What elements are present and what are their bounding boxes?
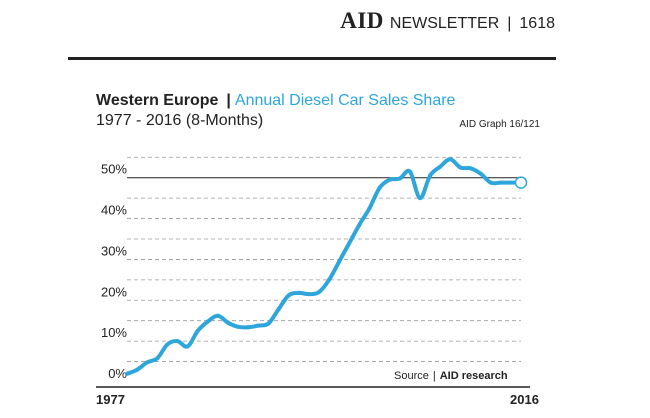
data-point xyxy=(468,166,473,171)
issue-number: 1618 xyxy=(519,15,555,32)
data-point xyxy=(205,319,210,324)
data-point xyxy=(195,328,200,333)
data-point xyxy=(407,169,412,174)
data-point xyxy=(508,180,513,185)
data-point xyxy=(428,173,433,178)
data-point xyxy=(357,222,362,227)
chart-title: Western Europe | Annual Diesel Car Sales S… xyxy=(96,92,455,110)
data-point xyxy=(377,185,382,190)
y-tick-label: 40% xyxy=(101,203,127,218)
data-point xyxy=(226,320,230,325)
chart-title-separator: | xyxy=(226,92,231,109)
header-rule xyxy=(68,57,556,60)
data-point xyxy=(246,325,251,330)
data-point xyxy=(498,180,503,185)
source-separator: | xyxy=(433,370,436,382)
data-point xyxy=(327,277,332,282)
x-label-end: 2016 xyxy=(510,392,539,407)
data-point xyxy=(397,176,402,181)
data-point xyxy=(387,177,392,182)
data-point xyxy=(478,171,483,176)
y-tick-label: 10% xyxy=(101,325,127,340)
data-point xyxy=(306,292,311,297)
data-point xyxy=(418,196,422,201)
data-point xyxy=(488,180,493,185)
data-point xyxy=(175,339,180,344)
data-point xyxy=(448,157,453,162)
data-point xyxy=(347,241,352,246)
y-tick-label: 0% xyxy=(108,366,127,381)
brand-newsletter: NEWSLETTER xyxy=(389,15,500,32)
chart-title-region: Western Europe xyxy=(96,92,219,109)
end-point-marker xyxy=(514,176,528,189)
chart-subtitle: 1977 - 2016 (8-Months) xyxy=(96,112,264,129)
series-points xyxy=(125,157,523,376)
data-point xyxy=(215,313,220,318)
data-point xyxy=(165,342,170,347)
data-point xyxy=(155,356,160,361)
y-tick-labels: 0% 10% 20% 30% 40% 50% xyxy=(101,162,127,381)
data-point xyxy=(125,371,129,376)
data-point xyxy=(145,360,150,365)
source-line: Source | AID research xyxy=(394,370,508,382)
data-point xyxy=(135,367,140,372)
chart-title-metric: Annual Diesel Car Sales Share xyxy=(234,92,456,109)
source-prefix: Source xyxy=(394,370,429,382)
data-point xyxy=(276,307,281,312)
data-point xyxy=(337,259,342,264)
data-point xyxy=(286,293,291,298)
data-point xyxy=(266,321,271,326)
brand-logo: AID xyxy=(340,8,384,33)
data-point xyxy=(185,344,190,349)
data-point xyxy=(438,164,443,169)
y-tick-label: 50% xyxy=(101,162,127,177)
data-point xyxy=(256,323,261,328)
data-point xyxy=(236,324,241,329)
data-point xyxy=(458,165,463,170)
x-label-start: 1977 xyxy=(96,392,125,407)
grid-layer xyxy=(127,156,521,362)
y-tick-label: 20% xyxy=(101,284,127,299)
data-point xyxy=(296,290,301,295)
data-point xyxy=(367,206,372,211)
data-point xyxy=(316,290,321,295)
masthead-separator: | xyxy=(507,15,512,32)
graph-id: AID Graph 16/121 xyxy=(459,119,540,130)
y-tick-label: 30% xyxy=(101,243,127,258)
series-line-diesel-share xyxy=(125,157,523,376)
masthead: AID NEWSLETTER | 1618 xyxy=(340,8,555,34)
source-name: AID research xyxy=(440,370,508,382)
